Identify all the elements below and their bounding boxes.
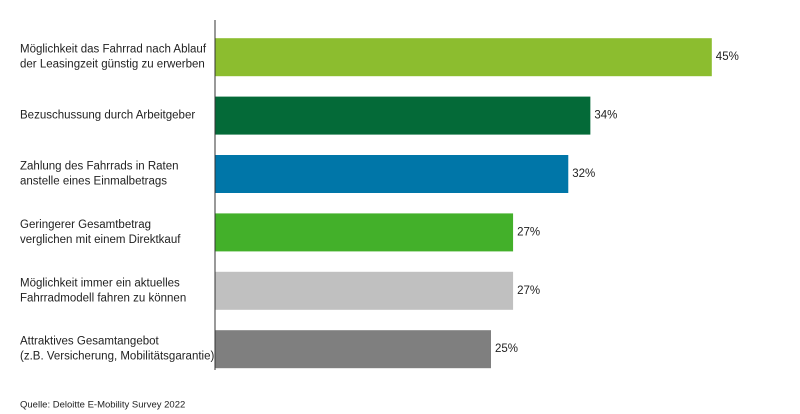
value-label: 32%: [572, 168, 595, 180]
bar: [215, 96, 591, 135]
category-label: Möglichkeit immer ein aktuelles: [20, 277, 180, 289]
bar: [215, 38, 712, 77]
category-label: Geringerer Gesamtbetrag: [20, 219, 151, 231]
category-label: Attraktives Gesamtangebot: [20, 336, 160, 348]
category-label: Möglichkeit das Fahrrad nach Ablauf: [20, 44, 207, 56]
category-label: der Leasingzeit günstig zu erwerben: [20, 59, 205, 71]
value-label: 25%: [495, 343, 518, 355]
source-note: Quelle: Deloitte E-Mobility Survey 2022: [20, 400, 185, 411]
bar: [215, 155, 569, 193]
category-label: Zahlung des Fahrrads in Raten: [20, 161, 179, 173]
bar: [215, 271, 514, 310]
value-label: 45%: [716, 51, 739, 63]
bar: [215, 213, 514, 252]
category-label: Bezuschussung durch Arbeitgeber: [20, 110, 195, 122]
bar: [215, 330, 491, 369]
category-label: Fahrradmodell fahren zu können: [20, 292, 186, 304]
value-label: 34%: [594, 110, 617, 122]
category-label: anstelle eines Einmalbetrags: [20, 176, 167, 188]
category-label: verglichen mit einem Direktkauf: [20, 234, 181, 246]
category-label: (z.B. Versicherung, Mobilitätsgarantie): [20, 351, 214, 363]
value-label: 27%: [517, 285, 540, 297]
value-label: 27%: [517, 226, 540, 238]
